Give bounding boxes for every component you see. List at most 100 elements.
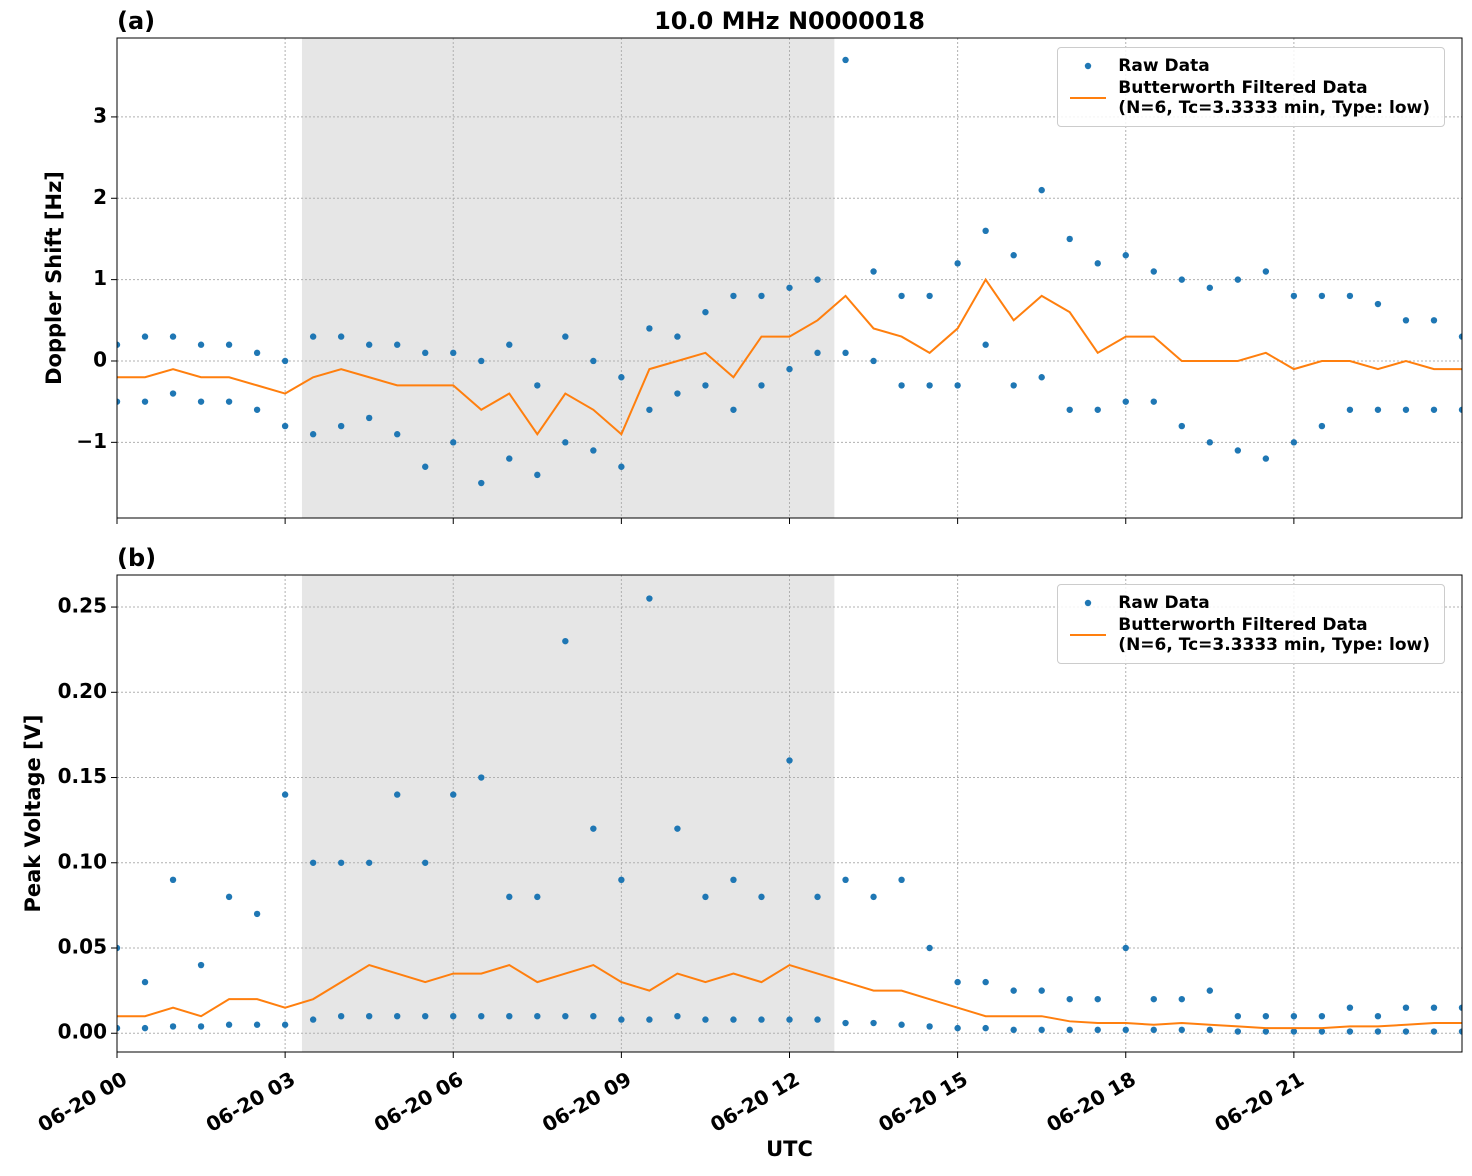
raw-point <box>954 978 961 986</box>
raw-point <box>117 341 121 348</box>
raw-point <box>1290 1012 1298 1020</box>
raw-point <box>534 1012 541 1020</box>
legend: Raw Data Butterworth Filtered Data (N=6, … <box>1057 584 1445 664</box>
y-axis-label: Peak Voltage [V] <box>21 714 45 912</box>
raw-point <box>674 1012 681 1020</box>
raw-point <box>954 1024 961 1032</box>
raw-point <box>1318 1028 1326 1035</box>
raw-point <box>1206 987 1214 994</box>
filtered-line <box>117 277 1462 436</box>
x-tick-label: 06-20 00 <box>34 1067 132 1137</box>
raw-point <box>1122 1026 1129 1034</box>
y-tick-label: 0.20 <box>58 679 107 703</box>
raw-point <box>1066 1026 1073 1034</box>
raw-point <box>337 1012 345 1020</box>
x-tick-label: 06-20 06 <box>370 1067 468 1137</box>
raw-point <box>1318 1012 1326 1020</box>
chart-title: 10.0 MHz N0000018 <box>654 7 925 35</box>
raw-point <box>365 859 373 866</box>
raw-point <box>422 1012 429 1020</box>
raw-point <box>926 292 933 300</box>
raw-point <box>590 357 597 365</box>
raw-point <box>169 1023 177 1030</box>
raw-point <box>394 1012 401 1020</box>
raw-point <box>1458 1004 1462 1011</box>
raw-point <box>117 944 121 952</box>
raw-point <box>898 292 905 300</box>
raw-point <box>394 431 401 438</box>
legend-label: Butterworth Filtered Data (N=6, Tc=3.333… <box>1118 78 1430 118</box>
y-tick-label: 3 <box>93 103 107 127</box>
raw-point <box>450 439 457 446</box>
raw-point <box>1374 406 1382 413</box>
raw-point <box>562 1012 569 1020</box>
raw-point <box>758 292 765 300</box>
legend-line <box>1070 97 1107 99</box>
raw-point <box>141 1024 149 1032</box>
raw-point <box>1066 235 1073 243</box>
raw-point <box>309 431 317 438</box>
raw-point <box>534 893 541 901</box>
raw-point <box>1458 1028 1462 1035</box>
raw-point <box>197 1023 205 1030</box>
raw-point <box>646 325 653 332</box>
raw-point <box>1262 268 1270 275</box>
raw-point <box>281 791 289 798</box>
raw-point <box>1458 406 1462 413</box>
legend-label: Butterworth Filtered Data (N=6, Tc=3.333… <box>1118 615 1430 655</box>
raw-point <box>1430 1028 1438 1035</box>
raw-point <box>842 1019 849 1027</box>
raw-point <box>1122 398 1129 405</box>
raw-point <box>1402 1004 1410 1011</box>
raw-point <box>506 341 513 348</box>
legend-key <box>1066 615 1110 636</box>
legend: Raw Data Butterworth Filtered Data (N=6, … <box>1057 47 1445 127</box>
y-tick-label: 0 <box>93 347 107 371</box>
raw-point <box>674 825 681 832</box>
raw-point <box>646 595 653 602</box>
raw-point <box>1010 382 1017 389</box>
y-tick-label: 0.05 <box>58 935 107 959</box>
raw-point <box>1374 1012 1382 1020</box>
raw-point <box>1094 260 1101 267</box>
raw-point <box>786 365 793 373</box>
x-tick-label: 06-20 18 <box>1042 1067 1140 1137</box>
raw-point <box>730 406 737 413</box>
legend-label: Raw Data <box>1118 56 1210 76</box>
raw-point <box>478 357 485 365</box>
raw-point <box>337 333 345 340</box>
raw-point <box>506 1012 513 1020</box>
raw-point <box>309 859 317 866</box>
raw-point <box>1290 439 1298 446</box>
legend-line <box>1070 634 1107 636</box>
raw-point <box>954 382 961 389</box>
legend-marker <box>1085 62 1092 70</box>
raw-point <box>253 349 261 357</box>
y-axis-label: Doppler Shift [Hz] <box>42 171 66 385</box>
raw-point <box>898 876 905 884</box>
raw-point <box>169 333 177 340</box>
raw-point <box>814 1016 821 1023</box>
raw-point <box>1094 1026 1101 1034</box>
raw-point <box>281 422 289 430</box>
raw-point <box>1010 1026 1017 1034</box>
raw-point <box>422 463 429 470</box>
raw-point <box>422 859 429 866</box>
raw-point <box>1178 1026 1185 1034</box>
raw-point <box>1150 995 1157 1003</box>
y-tick-label: 0.10 <box>58 849 107 873</box>
raw-point <box>309 333 317 340</box>
raw-point <box>1038 186 1045 194</box>
raw-point <box>702 382 709 389</box>
raw-point <box>842 56 849 64</box>
raw-point <box>814 276 821 283</box>
raw-point <box>842 876 849 884</box>
raw-point <box>674 390 681 397</box>
raw-point <box>814 349 821 357</box>
y-tick-label: 1 <box>93 266 107 290</box>
raw-point <box>197 398 205 405</box>
raw-point <box>646 1016 653 1023</box>
raw-point <box>982 1024 989 1032</box>
raw-point <box>1262 1012 1270 1020</box>
